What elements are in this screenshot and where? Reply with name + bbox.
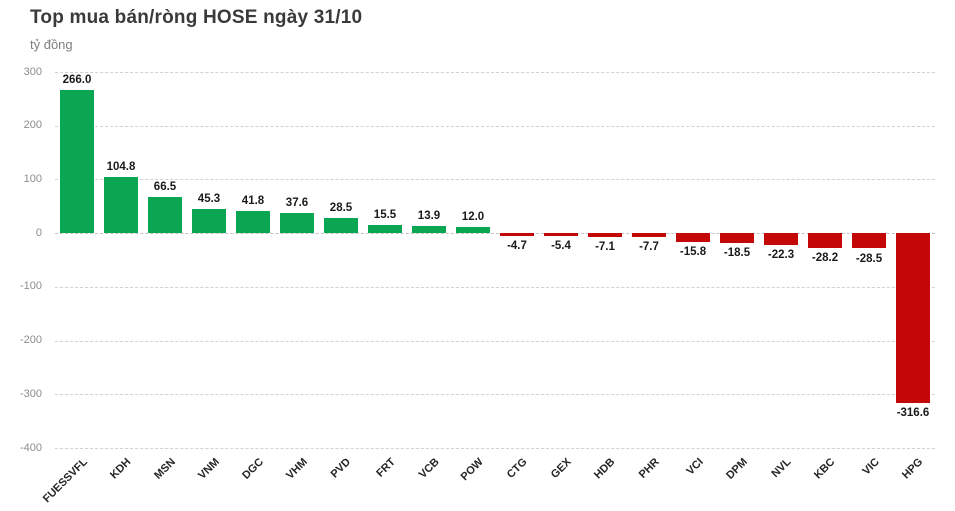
y-tick-label: -300 [19,387,42,400]
bar-DPM [720,233,754,243]
x-tick-label-NVL: NVL [769,456,794,481]
gridline [55,340,935,342]
value-label-DGC: 41.8 [241,194,265,207]
x-tick-label-PHR: PHR [636,456,662,481]
bar-VIC [852,233,886,249]
bar-VHM [280,212,314,234]
x-tick-label-VCB: VCB [416,456,442,481]
bar-MSN [148,197,182,234]
value-label-FUESSVFL: 266.0 [62,74,92,87]
value-label-POW: 12.0 [461,210,485,223]
value-label-NVL: -22.3 [767,249,795,262]
y-tick-label: 200 [23,119,42,132]
plot-area: 266.0 104.8 66.5 45.3 41.8 37.6 28.5 15.5 13.9 12… [55,72,935,449]
value-label-VNM: 45.3 [197,192,221,205]
gridline [55,286,935,288]
x-tick-label-MSN: MSN [151,456,178,482]
x-tick-label-POW: POW [458,456,486,484]
bar-POW [456,226,490,234]
value-label-VCB: 13.9 [417,209,441,222]
x-tick-label-VIC: VIC [860,456,882,478]
value-label-KDH: 104.8 [106,160,136,173]
y-tick-label: 100 [23,172,42,185]
y-tick-label: 0 [35,226,42,239]
value-label-VHM: 37.6 [285,196,309,209]
x-tick-label-DPM: DPM [723,456,750,482]
x-tick-label-VHM: VHM [283,456,310,482]
x-tick-label-PVD: PVD [329,456,354,481]
y-axis-tick-labels: 300 200 100 0 -100 -200 -300 -400 [0,66,48,454]
bar-HDB [588,233,622,237]
x-tick-label-FRT: FRT [373,456,398,480]
x-tick-label-HDB: HDB [592,456,618,482]
gridline [55,72,935,73]
x-axis-category-labels: FUESSVFL KDH MSN VNM DGC VHM PVD FRT VCB POW CTG GE… [40,456,935,511]
y-tick-label: 300 [23,65,42,78]
x-tick-label-HPG: HPG [900,456,926,482]
bar-VCI [676,233,710,242]
bar-NVL [764,233,798,246]
chart-title: Top mua bán/ròng HOSE ngày 31/10 [30,7,363,28]
value-label-PHR: -7.7 [639,241,659,254]
value-label-MSN: 66.5 [153,181,177,194]
bar-DGC [236,210,270,234]
value-label-PVD: 28.5 [329,201,353,214]
bar-CTG [500,233,534,236]
value-label-HDB: -7.1 [595,241,615,253]
value-label-FRT: 15.5 [373,208,397,221]
y-axis-unit-label: tỷ đồng [30,37,73,52]
x-tick-label-KDH: KDH [108,456,134,482]
zero-gridline [55,233,935,235]
y-tick-label: -100 [19,280,42,293]
x-tick-label-DGC: DGC [239,456,266,482]
value-label-CTG: -4.7 [507,239,527,252]
bar-FRT [368,224,402,234]
x-tick-label-VNM: VNM [195,456,222,482]
value-label-HPG: -316.6 [896,407,930,420]
bar-FUESSVFL [60,90,94,234]
x-tick-label-FUESSVFL: FUESSVFL [40,456,90,506]
value-label-VCI: -15.8 [679,245,707,258]
x-tick-label-VCI: VCI [684,456,706,478]
x-tick-label-GEX: GEX [548,456,574,481]
bar-KBC [808,233,842,249]
y-tick-label: -400 [19,441,42,454]
gridline [55,448,935,449]
value-label-DPM: -18.5 [723,247,751,260]
gridline [55,179,935,181]
value-label-VIC: -28.5 [855,252,883,265]
gridline [55,125,935,127]
bar-KDH [104,176,138,234]
bar-PVD [324,217,358,234]
x-tick-label-CTG: CTG [504,456,530,481]
bar-GEX [544,233,578,236]
x-tick-label-KBC: KBC [812,456,838,482]
value-label-KBC: -28.2 [811,252,839,265]
bar-VCB [412,225,446,234]
bar-HPG [896,233,930,404]
value-label-GEX: -5.4 [551,240,571,252]
gridline [55,394,935,396]
y-tick-label: -200 [19,334,42,347]
bar-VNM [192,208,226,234]
bar-PHR [632,233,666,238]
